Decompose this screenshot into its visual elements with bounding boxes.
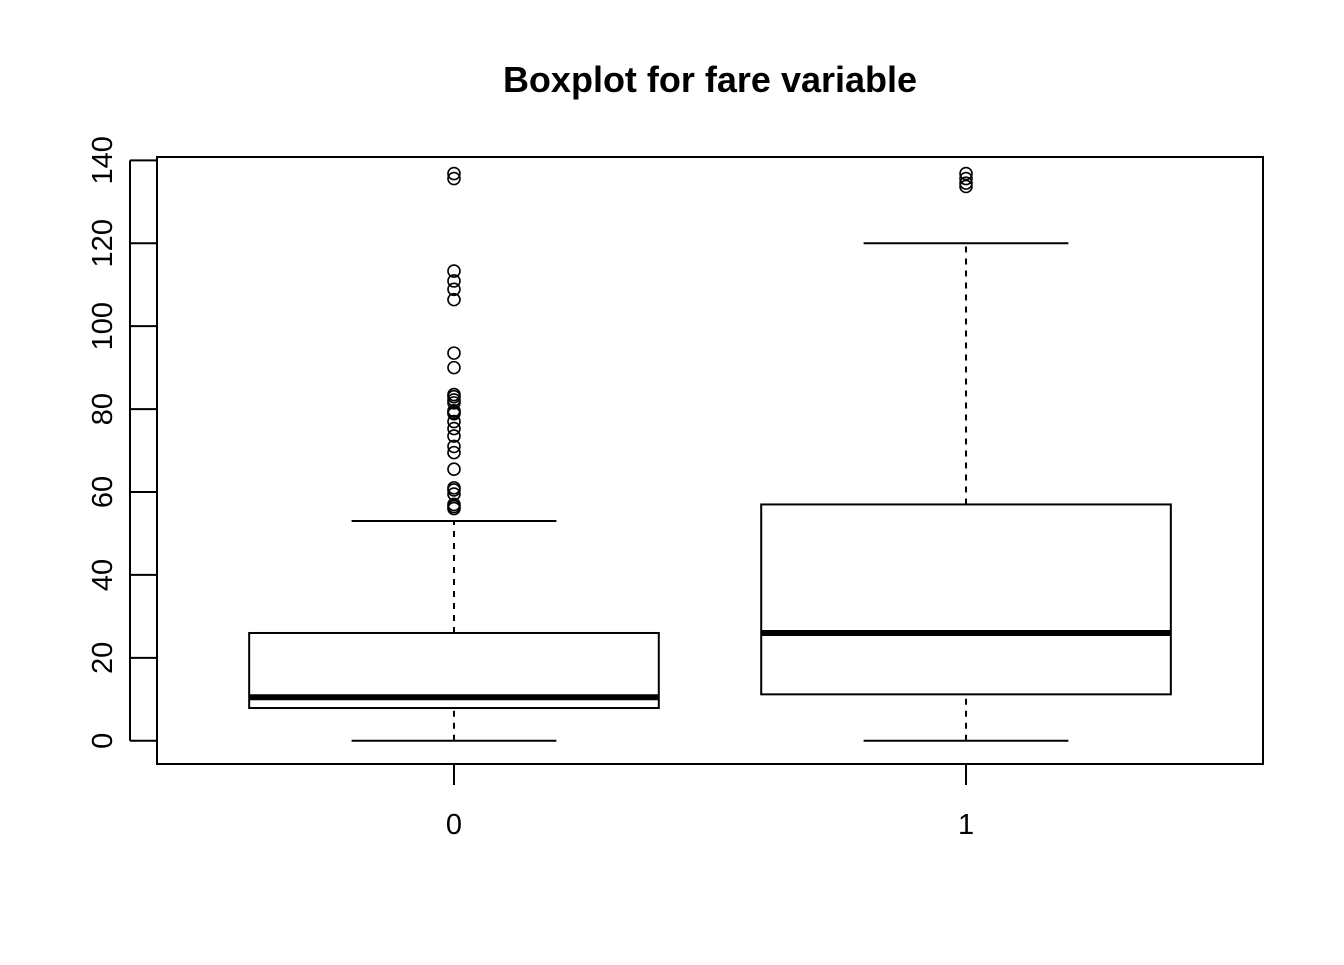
y-tick-label: 0 [87,733,119,749]
y-tick-label: 80 [87,393,119,425]
y-tick-label: 40 [87,559,119,591]
outlier-point [447,429,461,443]
outlier-point [447,387,461,402]
outlier-point [447,439,461,454]
boxes [248,166,1172,742]
outlier-point [447,360,461,375]
y-tick-label: 100 [87,302,119,350]
outlier-point [959,176,973,190]
y-tick-label: 120 [87,219,119,267]
outlier-point [447,421,461,436]
y-tick-label: 140 [87,136,119,184]
outlier-point [447,462,461,477]
outlier-point [447,166,461,181]
outlier-point [447,487,461,501]
iqr-box [760,503,1172,696]
outlier-point [447,292,461,307]
y-tick-label: 60 [87,476,119,508]
outlier-point [447,346,461,360]
outlier-point [959,166,973,181]
chart-title: Boxplot for fare variable [503,59,917,100]
outlier-point [447,445,461,460]
outlier-point [447,274,461,288]
outlier-point [447,403,461,418]
y-tick-label: 20 [87,642,119,674]
outlier-point [447,481,461,495]
outlier-point [447,171,461,186]
y-axis: 0 20 40 60 80 100 120 140 [87,136,157,749]
outlier-point [959,171,973,186]
box-group-0 [248,166,660,742]
outlier-point [447,264,461,278]
outlier-point [447,282,461,297]
box-group-1 [760,166,1172,742]
x-tick-label: 1 [958,809,974,841]
outlier-point [959,179,973,194]
x-tick-label: 0 [446,809,462,841]
outlier-point [447,497,461,512]
outlier-point [447,393,461,407]
outlier-point [447,414,461,429]
